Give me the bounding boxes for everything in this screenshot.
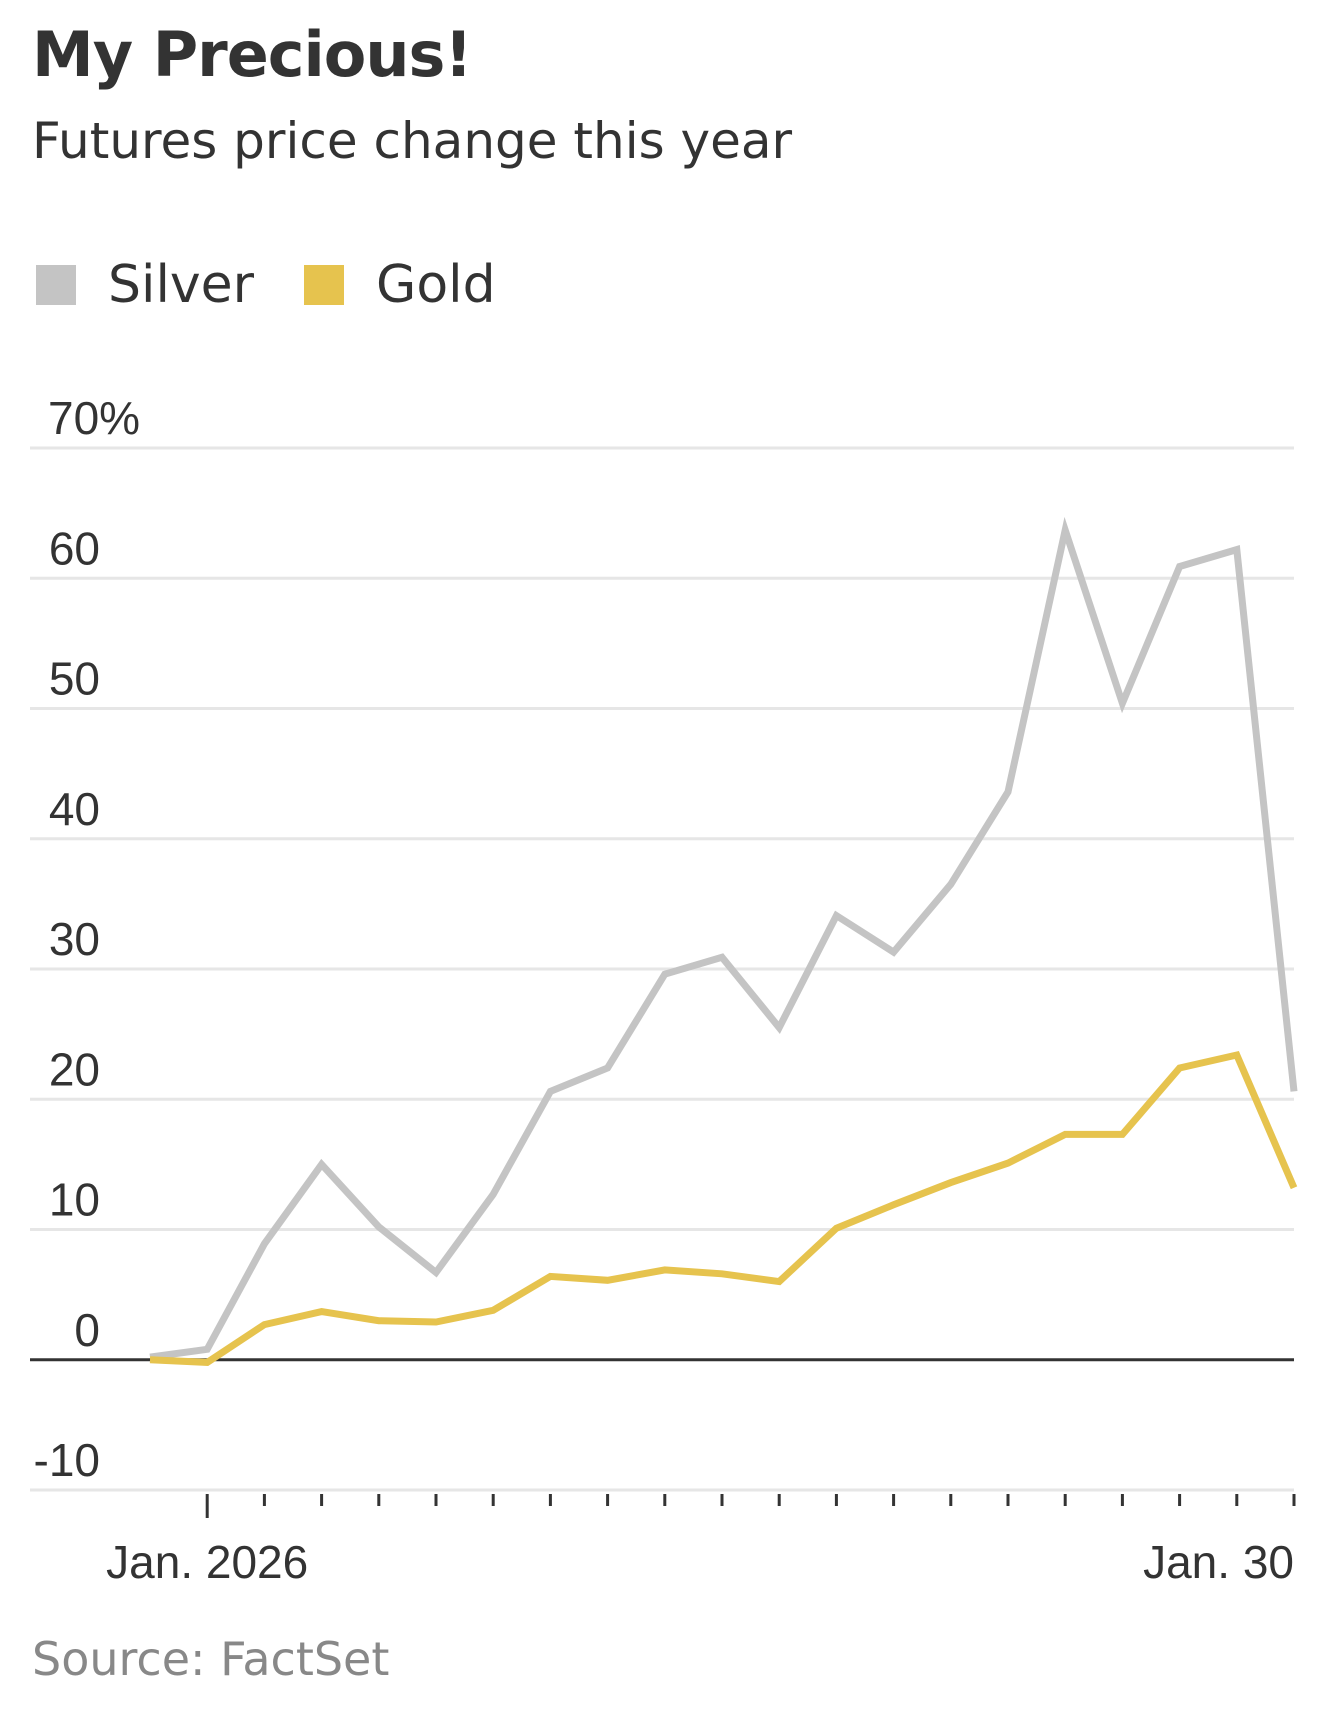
grid-lines <box>30 446 1294 1492</box>
series-line-silver <box>149 516 1298 1361</box>
x-tick-label-start: Jan. 2026 <box>106 1536 308 1588</box>
legend-item-silver: Silver <box>36 255 254 315</box>
y-tick-label-0: 0 <box>74 1304 100 1356</box>
series-line-gold <box>149 1050 1298 1366</box>
legend-item-gold: Gold <box>304 255 496 315</box>
y-tick-label-60: 60 <box>49 522 100 574</box>
legend: Silver Gold <box>36 255 546 315</box>
y-tick-label-neg10: -10 <box>34 1434 100 1486</box>
y-tick-label-10: 10 <box>49 1174 100 1226</box>
legend-label-silver: Silver <box>108 255 255 315</box>
legend-swatch-gold <box>304 265 345 305</box>
legend-label-gold: Gold <box>376 255 496 315</box>
series-lines <box>149 516 1298 1366</box>
chart-subtitle: Futures price change this year <box>32 112 793 170</box>
y-tick-label-50: 50 <box>49 653 100 705</box>
x-tick-label-end: Jan. 30 <box>1143 1536 1294 1588</box>
y-tick-label-40: 40 <box>49 783 100 835</box>
legend-swatch-silver <box>36 265 76 305</box>
chart-title: My Precious! <box>32 18 473 91</box>
y-axis-tick-labels: 70% 60 50 40 30 20 10 0 -10 <box>34 392 141 1486</box>
x-axis-ticks: Jan. 2026 Jan. 30 <box>106 1494 1296 1588</box>
y-tick-label-20: 20 <box>49 1043 100 1095</box>
source-note: Source: FactSet <box>32 1632 390 1686</box>
y-tick-label-30: 30 <box>49 913 100 965</box>
y-tick-label-70: 70% <box>48 392 140 444</box>
